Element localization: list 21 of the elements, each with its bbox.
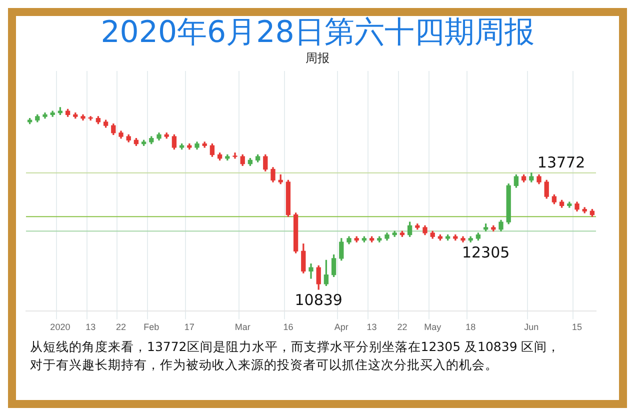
x-tick-label: 2020 (50, 322, 70, 332)
x-tick-label: 22 (116, 322, 126, 332)
chart-title: 2020年6月28日第六十四期周报 (100, 15, 536, 50)
x-tick-label: Jun (524, 322, 539, 332)
x-tick-label: Apr (334, 322, 348, 332)
annotation: 13772 (537, 153, 586, 172)
x-tick-label: 18 (466, 322, 476, 332)
annotation: 12305 (462, 243, 510, 262)
text: 从短线的角度来看，13772区间是阻力水平，而支撑水平分别坐落在12305 及10839 区间， (30, 338, 562, 356)
x-tick-label: 16 (283, 322, 294, 332)
x-tick-label: 13 (366, 322, 377, 332)
x-tick-label: May (424, 322, 442, 332)
annotation: 10839 (294, 290, 342, 309)
x-tick-label: Mar (234, 322, 250, 332)
x-tick-label: 15 (572, 322, 582, 332)
x-tick-label: 13 (86, 322, 96, 332)
x-tick-label: 17 (184, 322, 194, 332)
text: 对于有兴趣长期持有，作为被动收入来源的投资者可以抓住这次分批买入的机会。 (30, 356, 499, 374)
x-tick-label: 22 (397, 322, 408, 332)
x-tick-label: Feb (144, 322, 160, 332)
chart-subtitle: 周报 (304, 50, 330, 66)
